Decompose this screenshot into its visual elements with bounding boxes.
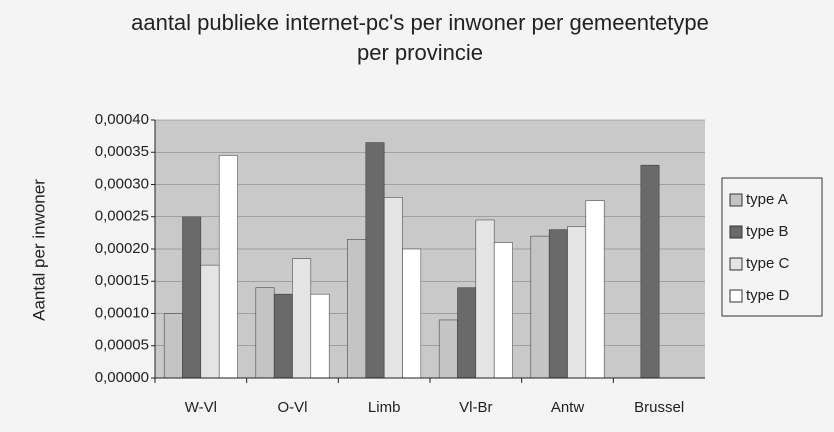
bar <box>292 258 312 379</box>
legend-label: type D <box>746 287 790 304</box>
x-tick-label: Vl-Br <box>459 399 492 416</box>
x-tick-label: O-Vl <box>278 399 308 416</box>
bar <box>475 219 495 379</box>
y-axis-label: Aantal per inwoner <box>29 179 48 321</box>
bar <box>255 287 275 379</box>
bar <box>383 197 403 379</box>
bar <box>163 313 183 379</box>
y-tick-label: 0,00015 <box>95 272 149 289</box>
legend-swatch <box>729 225 743 239</box>
bar <box>530 235 550 379</box>
bar <box>200 264 220 379</box>
bar <box>402 248 422 379</box>
x-tick-label: Brussel <box>634 399 684 416</box>
chart-title: aantal publieke internet-pc's per inwone… <box>131 10 709 65</box>
legend-label: type A <box>746 191 788 208</box>
y-tick-label: 0,00025 <box>95 208 149 225</box>
bar <box>640 164 660 379</box>
bar <box>218 155 238 379</box>
y-tick-label: 0,00020 <box>95 240 149 257</box>
bar <box>182 216 202 379</box>
y-tick-label: 0,00010 <box>95 304 149 321</box>
x-tick-label: W-Vl <box>185 399 217 416</box>
legend-label: type B <box>746 223 789 240</box>
bar <box>585 200 605 379</box>
x-tick-label: Antw <box>551 399 585 416</box>
bar <box>548 229 568 379</box>
legend-swatch <box>729 289 743 303</box>
legend-swatch <box>729 257 743 271</box>
bar <box>310 293 330 379</box>
bar <box>273 293 293 379</box>
y-tick-label: 0,00005 <box>95 337 149 354</box>
bar <box>347 239 367 379</box>
bar <box>438 319 458 379</box>
bar <box>567 226 587 379</box>
x-tick-label: Limb <box>368 399 401 416</box>
y-tick-label: 0,00040 <box>95 111 149 128</box>
legend-label: type C <box>746 255 790 272</box>
y-tick-label: 0,00030 <box>95 175 149 192</box>
y-tick-label: 0,00000 <box>95 369 149 386</box>
bar <box>457 287 477 379</box>
y-tick-label: 0,00035 <box>95 143 149 160</box>
legend-swatch <box>729 193 743 207</box>
bar <box>365 142 385 379</box>
bar <box>493 242 513 379</box>
